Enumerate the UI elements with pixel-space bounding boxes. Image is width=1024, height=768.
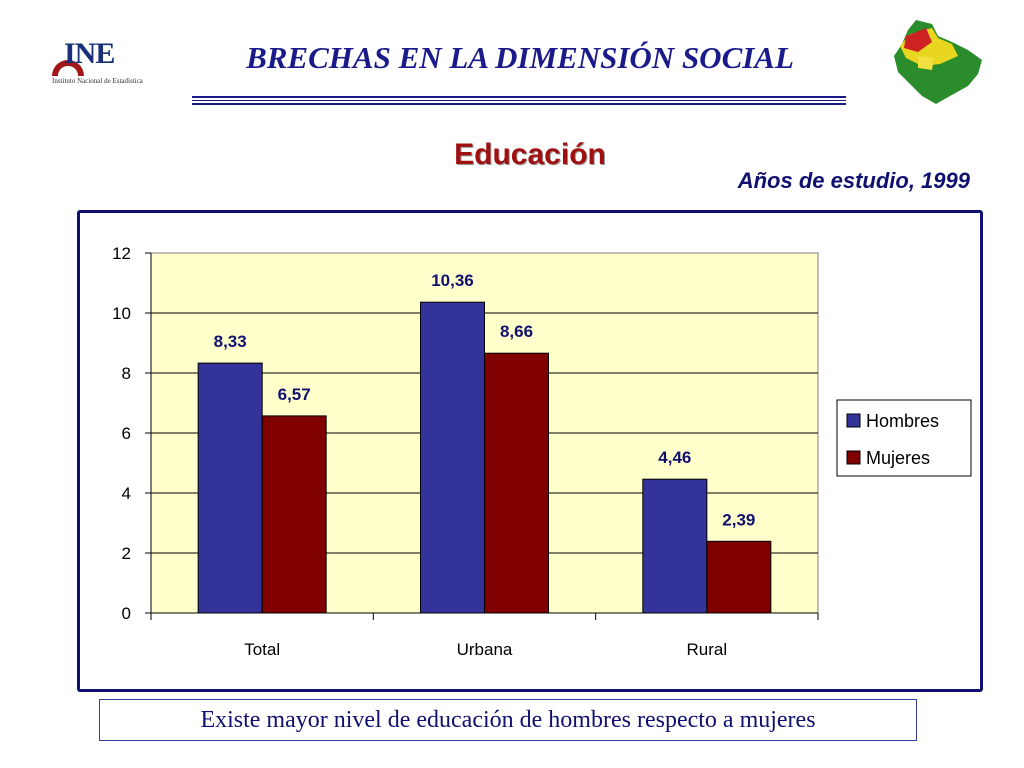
page-title: BRECHAS EN LA DIMENSIÓN SOCIAL [246, 40, 794, 75]
logo-text: INE [64, 37, 115, 70]
bar-mujeres [484, 352, 549, 614]
bar-hombres [197, 362, 263, 614]
chart-subtitle: Años de estudio, 1999 [737, 168, 970, 193]
chart-frame: 0 2 4 6 8 10 12 Total 8,33 6,57 Urbana 10,36 8,66 Rur… [77, 210, 983, 692]
bolivia-map-icon [894, 20, 982, 104]
y-tick-label: 6 [122, 424, 131, 443]
data-label: 8,33 [214, 332, 247, 351]
data-label: 10,36 [431, 271, 474, 290]
data-label: 4,46 [658, 448, 691, 467]
section-title: Educación [454, 138, 606, 171]
bar-mujeres [706, 540, 772, 614]
title-underline [192, 96, 846, 105]
y-tick-label: 8 [122, 364, 131, 383]
bar-mujeres [261, 415, 327, 614]
data-label: 8,66 [500, 322, 533, 341]
bar-hombres [642, 478, 708, 614]
logo-subtitle: Instituto Nacional de Estadística [52, 77, 143, 85]
y-tick-label: 4 [122, 484, 131, 503]
logo-arch-icon [52, 60, 84, 76]
data-label: 2,39 [722, 510, 755, 529]
legend-label: Hombres [866, 411, 939, 431]
x-tick-label: Rural [687, 640, 728, 659]
legend-label: Mujeres [866, 448, 930, 468]
conclusion-box: Existe mayor nivel de educación de hombr… [99, 699, 917, 741]
y-tick-label: 0 [122, 604, 131, 623]
legend-swatch-mujeres [846, 450, 861, 465]
ine-logo [52, 60, 84, 76]
y-tick-label: 10 [112, 304, 131, 323]
x-tick-label: Total [244, 640, 280, 659]
data-label: 6,57 [278, 385, 311, 404]
bar-hombres [420, 301, 485, 614]
legend-swatch-hombres [846, 413, 861, 428]
y-tick-label: 2 [122, 544, 131, 563]
bar-chart: 0 2 4 6 8 10 12 Total 8,33 6,57 Urbana 10,36 8,66 Rur… [112, 244, 972, 659]
y-tick-label: 12 [112, 244, 131, 263]
x-tick-label: Urbana [457, 640, 513, 659]
